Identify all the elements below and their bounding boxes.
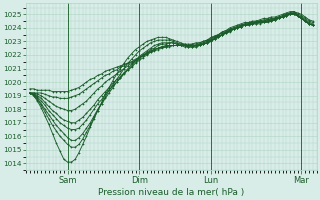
X-axis label: Pression niveau de la mer( hPa ): Pression niveau de la mer( hPa ) — [98, 188, 244, 197]
